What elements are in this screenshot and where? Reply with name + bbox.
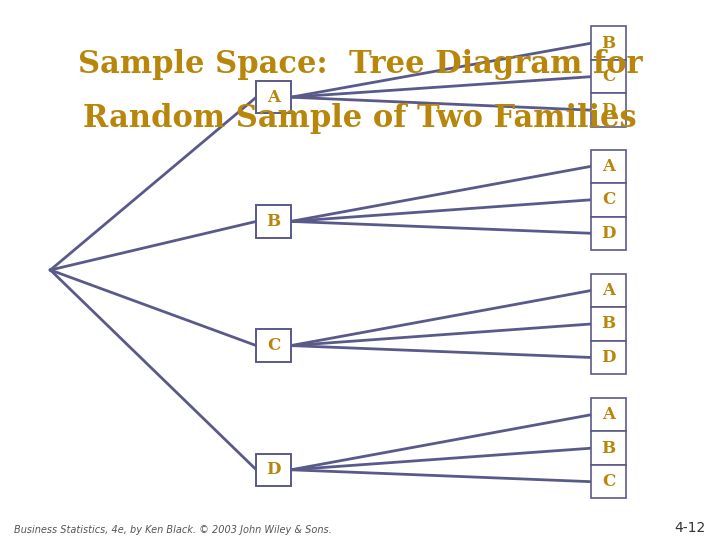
Text: A: A xyxy=(602,406,615,423)
Text: B: B xyxy=(601,315,616,333)
Text: Business Statistics, 4e, by Ken Black. © 2003 John Wiley & Sons.: Business Statistics, 4e, by Ken Black. ©… xyxy=(14,524,332,535)
Bar xyxy=(256,454,291,486)
Text: A: A xyxy=(602,282,615,299)
Bar xyxy=(591,150,626,183)
Bar xyxy=(591,465,626,498)
Text: A: A xyxy=(602,158,615,175)
Bar xyxy=(591,26,626,60)
Bar xyxy=(591,431,626,465)
Bar xyxy=(256,205,291,238)
Bar xyxy=(591,398,626,431)
Text: C: C xyxy=(602,191,615,208)
Text: Random Sample of Two Families: Random Sample of Two Families xyxy=(84,103,636,133)
Text: D: D xyxy=(266,461,281,478)
Bar xyxy=(591,183,626,217)
Bar xyxy=(256,81,291,113)
Bar xyxy=(591,274,626,307)
Bar xyxy=(591,217,626,250)
Bar xyxy=(591,93,626,127)
Text: Sample Space:  Tree Diagram for: Sample Space: Tree Diagram for xyxy=(78,49,642,79)
Text: C: C xyxy=(602,68,615,85)
Text: D: D xyxy=(601,349,616,366)
Text: D: D xyxy=(601,225,616,242)
Text: C: C xyxy=(602,473,615,490)
Bar xyxy=(256,329,291,362)
Bar xyxy=(591,307,626,341)
Text: B: B xyxy=(601,35,616,52)
Bar xyxy=(591,341,626,374)
Text: B: B xyxy=(266,213,281,230)
Text: 4-12: 4-12 xyxy=(675,521,706,535)
Bar xyxy=(591,60,626,93)
Text: C: C xyxy=(267,337,280,354)
Text: B: B xyxy=(601,440,616,457)
Text: A: A xyxy=(267,89,280,106)
Text: D: D xyxy=(601,102,616,119)
